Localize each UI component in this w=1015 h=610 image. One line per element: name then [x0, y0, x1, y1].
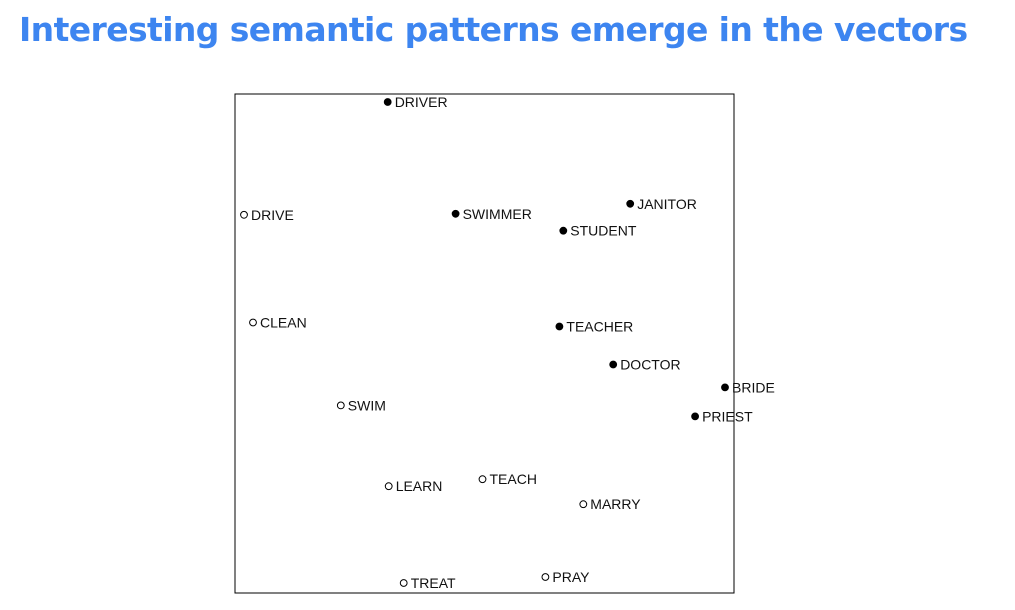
marker-priest	[691, 412, 699, 421]
point-label-marry: MARRY	[590, 496, 641, 512]
data-point-driver: DRIVER	[383, 94, 448, 110]
point-label-teach: TEACH	[490, 471, 537, 487]
data-point-bride: BRIDE	[721, 379, 775, 395]
data-point-learn: LEARN	[384, 478, 443, 494]
marker-driver	[383, 98, 392, 106]
marker-treat	[399, 579, 408, 587]
point-label-teacher: TEACHER	[566, 319, 633, 335]
data-point-marry: MARRY	[579, 496, 641, 512]
point-label-janitor: JANITOR	[637, 196, 697, 212]
data-point-teach: TEACH	[478, 471, 537, 487]
point-label-pray: PRAY	[552, 569, 590, 585]
point-label-drive: DRIVE	[251, 207, 294, 223]
marker-clean	[249, 318, 257, 327]
data-point-drive: DRIVE	[240, 207, 294, 223]
marker-pray	[541, 573, 550, 581]
point-label-driver: DRIVER	[395, 94, 448, 110]
points-layer: DRIVER JANITOR DRIVE SWIMMER STUDENT CLEAN TEA…	[240, 94, 775, 591]
data-point-doctor: DOCTOR	[609, 357, 681, 373]
point-label-swim: SWIM	[348, 397, 386, 413]
point-label-priest: PRIEST	[702, 408, 753, 424]
point-label-swimmer: SWIMMER	[463, 206, 532, 222]
data-point-janitor: JANITOR	[626, 196, 697, 212]
data-point-swimmer: SWIMMER	[451, 206, 532, 222]
data-point-priest: PRIEST	[691, 408, 753, 424]
marker-teacher	[555, 322, 564, 331]
point-label-treat: TREAT	[411, 575, 456, 591]
data-point-student: STUDENT	[559, 223, 637, 239]
data-point-treat: TREAT	[399, 575, 456, 591]
plot-frame	[234, 93, 735, 594]
data-point-clean: CLEAN	[249, 315, 307, 331]
point-label-doctor: DOCTOR	[620, 357, 680, 373]
marker-bride	[721, 383, 729, 392]
point-label-student: STUDENT	[570, 223, 637, 239]
marker-janitor	[626, 199, 635, 208]
marker-swim	[336, 401, 345, 410]
marker-teach	[478, 475, 487, 484]
data-point-swim: SWIM	[336, 397, 386, 413]
data-point-teacher: TEACHER	[555, 319, 633, 335]
point-label-clean: CLEAN	[260, 315, 307, 331]
marker-doctor	[609, 360, 618, 369]
slide-title: Interesting semantic patterns emerge in …	[19, 10, 968, 49]
marker-marry	[579, 500, 588, 509]
marker-drive	[240, 210, 248, 219]
marker-learn	[384, 482, 393, 491]
point-label-learn: LEARN	[396, 478, 443, 494]
marker-swimmer	[451, 209, 460, 218]
data-point-pray: PRAY	[541, 569, 590, 585]
marker-student	[559, 226, 568, 235]
point-label-bride: BRIDE	[732, 379, 775, 395]
